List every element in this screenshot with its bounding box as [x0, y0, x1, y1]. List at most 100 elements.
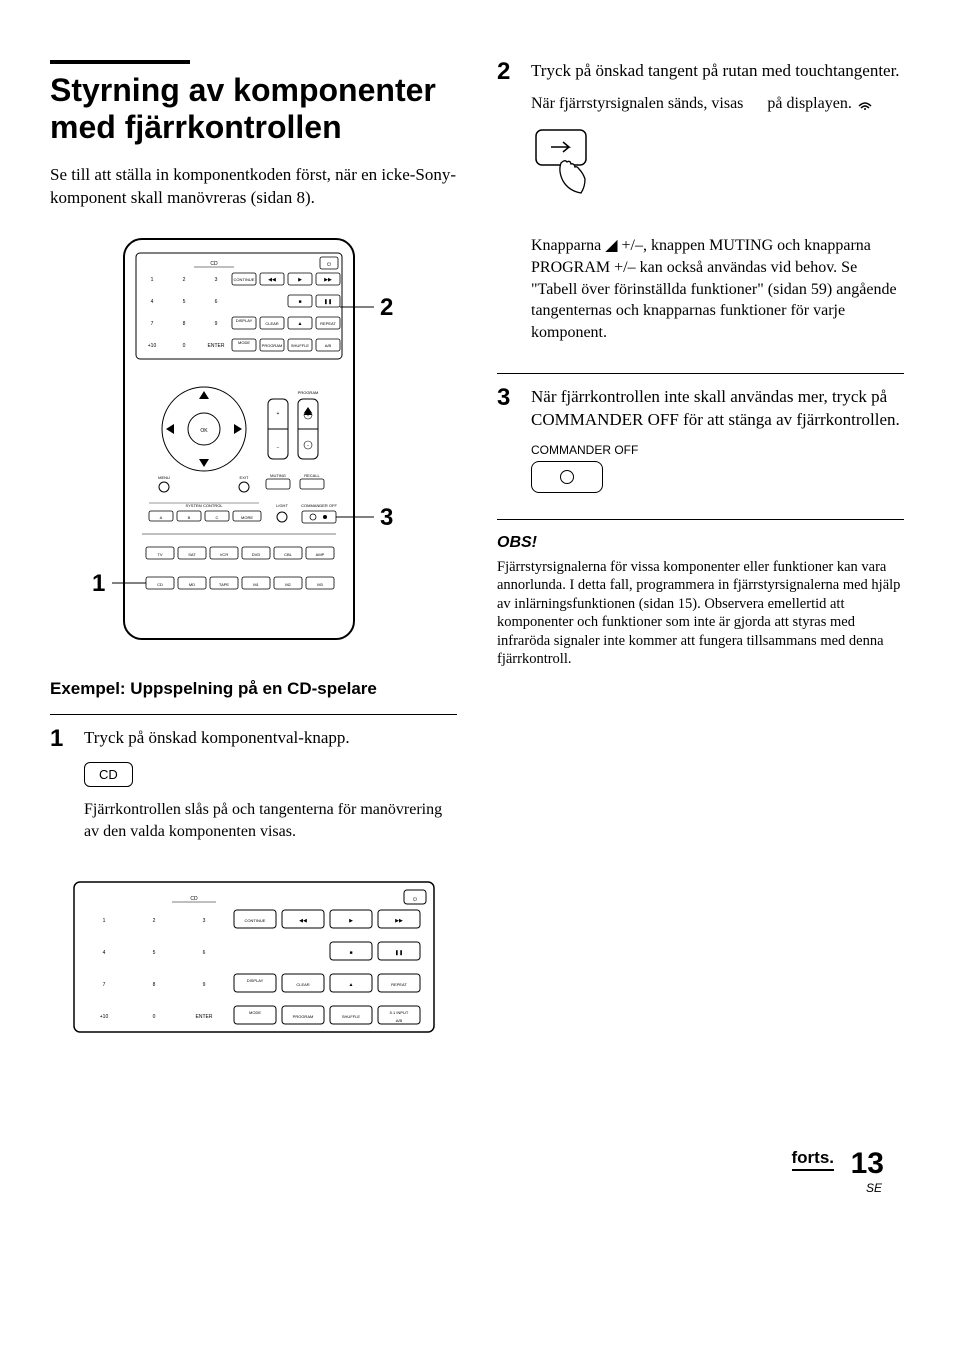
svg-text:CLEAR: CLEAR: [265, 321, 278, 326]
commander-off-label: COMMANDER OFF: [531, 442, 904, 458]
example-heading: Exempel: Uppspelning på en CD-spelare: [50, 678, 457, 699]
svg-text:▶▶: ▶▶: [324, 277, 332, 283]
obs-section: OBS! Fjärrstyrsignalerna för vissa kompo…: [497, 519, 904, 669]
step-3-text: När fjärrkontrollen inte skall användas …: [531, 386, 904, 432]
svg-text:MENU: MENU: [158, 475, 170, 480]
svg-text:▶: ▶: [349, 918, 353, 924]
svg-text:1: 1: [102, 918, 105, 924]
svg-text:5: 5: [152, 950, 155, 956]
svg-text:⏻: ⏻: [413, 897, 417, 903]
svg-text:4: 4: [150, 299, 153, 305]
svg-text:M2: M2: [285, 582, 291, 587]
page-footer: forts. 13 SE: [50, 1131, 904, 1181]
svg-text:LIGHT: LIGHT: [276, 503, 288, 508]
svg-text:❚❚: ❚❚: [323, 299, 331, 305]
signal-icon: [856, 96, 874, 110]
svg-text:RECALL: RECALL: [304, 473, 320, 478]
svg-text:−: −: [276, 445, 279, 451]
svg-text:A/B: A/B: [395, 1018, 402, 1023]
svg-text:■: ■: [298, 299, 301, 305]
svg-text:CD: CD: [157, 582, 163, 587]
svg-text:MODE: MODE: [238, 340, 250, 345]
step-2-sub: När fjärrstyrsignalen sänds, visas på di…: [531, 93, 904, 115]
svg-text:CBL: CBL: [284, 552, 293, 557]
svg-text:REPEAT: REPEAT: [320, 321, 336, 326]
svg-text:+10: +10: [147, 343, 156, 349]
svg-text:▶: ▶: [298, 277, 302, 283]
svg-text:2: 2: [152, 918, 155, 924]
svg-text:SHUFFLE: SHUFFLE: [341, 1014, 360, 1019]
svg-text:CLEAR: CLEAR: [296, 982, 309, 987]
svg-text:+: +: [276, 411, 279, 417]
svg-text:COMMANDER OFF: COMMANDER OFF: [301, 503, 337, 508]
svg-text:◀◀: ◀◀: [299, 918, 307, 924]
svg-text:9: 9: [214, 321, 217, 327]
obs-title: OBS!: [497, 534, 904, 552]
svg-text:7: 7: [102, 982, 105, 988]
callout-2: 2: [380, 294, 393, 321]
svg-text:2: 2: [182, 277, 185, 283]
continued-label: forts.: [792, 1148, 835, 1171]
page-number: 13: [851, 1147, 884, 1181]
touch-press-figure: [531, 125, 904, 222]
svg-text:ENTER: ENTER: [195, 1014, 212, 1020]
svg-text:ENTER: ENTER: [207, 343, 224, 349]
svg-text:TAPE: TAPE: [218, 582, 228, 587]
svg-text:A: A: [159, 515, 162, 520]
dpad: OK: [162, 387, 246, 471]
svg-text:1: 1: [150, 277, 153, 283]
step-3-number: 3: [497, 386, 521, 498]
svg-text:REPEAT: REPEAT: [391, 982, 407, 987]
svg-text:SAT: SAT: [188, 552, 196, 557]
svg-text:6: 6: [214, 299, 217, 305]
svg-text:0: 0: [182, 343, 185, 349]
step-2: 2 Tryck på önskad tangent på rutan med t…: [497, 60, 904, 353]
svg-text:A/B: A/B: [324, 343, 331, 348]
svg-text:4: 4: [102, 950, 105, 956]
svg-text:▶▶: ▶▶: [395, 918, 403, 924]
svg-text:DISPLAY: DISPLAY: [235, 318, 252, 323]
intro-paragraph: Se till att ställa in komponentkoden för…: [50, 164, 457, 210]
svg-text:PROGRAM: PROGRAM: [292, 1014, 313, 1019]
svg-text:0: 0: [152, 1014, 155, 1020]
svg-text:DVD: DVD: [251, 552, 260, 557]
svg-text:MORE: MORE: [241, 515, 253, 520]
svg-text:❚❚: ❚❚: [394, 950, 402, 956]
svg-text:SYSTEM CONTROL: SYSTEM CONTROL: [185, 503, 223, 508]
svg-text:M1: M1: [253, 582, 259, 587]
svg-text:EXIT: EXIT: [239, 475, 248, 480]
svg-text:PROGRAM: PROGRAM: [261, 343, 282, 348]
step-1: 1 Tryck på önskad komponentval-knapp. CD…: [50, 714, 457, 853]
svg-text:VCR: VCR: [219, 552, 228, 557]
cd-key: CD: [84, 762, 133, 788]
step-2-number: 2: [497, 60, 521, 353]
svg-text:8: 8: [152, 982, 155, 988]
lang-suffix: SE: [866, 1181, 882, 1195]
callout-1: 1: [92, 570, 105, 597]
title-rule: [50, 60, 190, 64]
svg-text:▲: ▲: [297, 321, 302, 327]
svg-text:MUTING: MUTING: [270, 473, 286, 478]
svg-text:MODE: MODE: [249, 1010, 261, 1015]
step-1-number: 1: [50, 727, 74, 853]
svg-text:3: 3: [202, 918, 205, 924]
svg-text:TV: TV: [157, 552, 162, 557]
svg-text:CD: CD: [190, 896, 198, 902]
svg-text:⏻: ⏻: [327, 262, 331, 268]
svg-text:B: B: [187, 515, 190, 520]
svg-text:8: 8: [182, 321, 185, 327]
svg-text:◀◀: ◀◀: [268, 277, 276, 283]
step-3: 3 När fjärrkontrollen inte skall använda…: [497, 373, 904, 498]
svg-text:9: 9: [202, 982, 205, 988]
step-2-after: Knapparna ◢ +/–, knappen MUTING och knap…: [531, 235, 904, 343]
svg-text:3: 3: [214, 277, 217, 283]
svg-text:7: 7: [150, 321, 153, 327]
page-title: Styrning av komponenter med fjärrkontrol…: [50, 72, 457, 146]
svg-text:OK: OK: [200, 428, 208, 434]
svg-text:MD: MD: [188, 582, 194, 587]
commander-off-figure: COMMANDER OFF: [531, 442, 904, 492]
svg-text:■: ■: [349, 950, 352, 956]
svg-text:SHUFFLE: SHUFFLE: [290, 343, 309, 348]
svg-text:C: C: [215, 515, 218, 520]
svg-text:PROGRAM: PROGRAM: [297, 390, 318, 395]
